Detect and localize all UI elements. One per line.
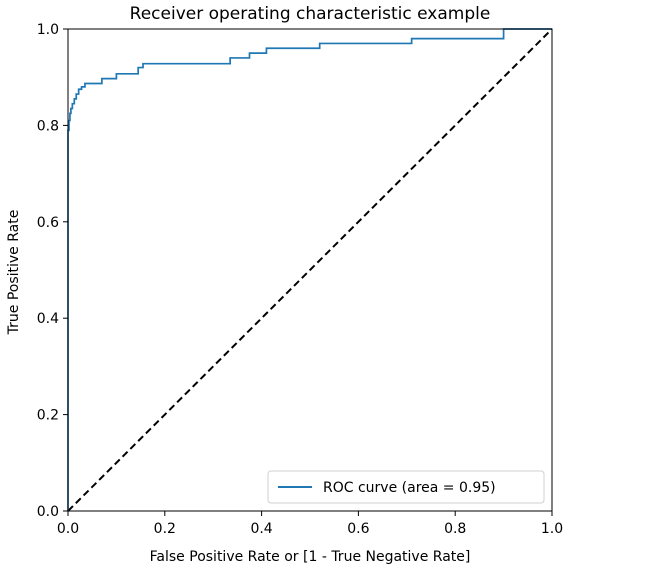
axes-frame: [67, 28, 553, 512]
y-tick-label: 1.0: [37, 22, 59, 38]
y-tick-label: 0.8: [37, 118, 59, 134]
legend-entry-label: ROC curve (area = 0.95): [323, 480, 496, 496]
y-tick-label: 0.0: [37, 504, 59, 520]
legend-box: [267, 470, 545, 504]
chart-title: Receiver operating characteristic exampl…: [130, 4, 491, 24]
legend: ROC curve (area = 0.95): [267, 470, 545, 504]
x-tick-label: 0.0: [57, 521, 79, 537]
chance-diagonal-line: [67, 28, 553, 512]
x-tick-label: 0.4: [250, 521, 272, 537]
x-tick-label: 0.6: [347, 521, 369, 537]
roc-curve-line: [67, 28, 552, 511]
y-axis-label: True Positive Rate: [6, 210, 22, 336]
x-tick-label: 0.2: [154, 521, 176, 537]
plot-area: [67, 28, 553, 512]
x-tick-label: 0.8: [444, 521, 466, 537]
y-tick-label: 0.4: [37, 311, 59, 327]
axis-ticks: 0.0 0.2 0.4 0.6 0.8 1.0 0.0 0.2 0.4 0.6 0.8 1.0: [37, 22, 563, 537]
y-tick-label: 0.2: [37, 408, 59, 424]
y-tick-label: 0.6: [37, 215, 59, 231]
x-axis-label: False Positive Rate or [1 - True Negativ…: [150, 549, 471, 565]
x-tick-label: 1.0: [541, 521, 563, 537]
